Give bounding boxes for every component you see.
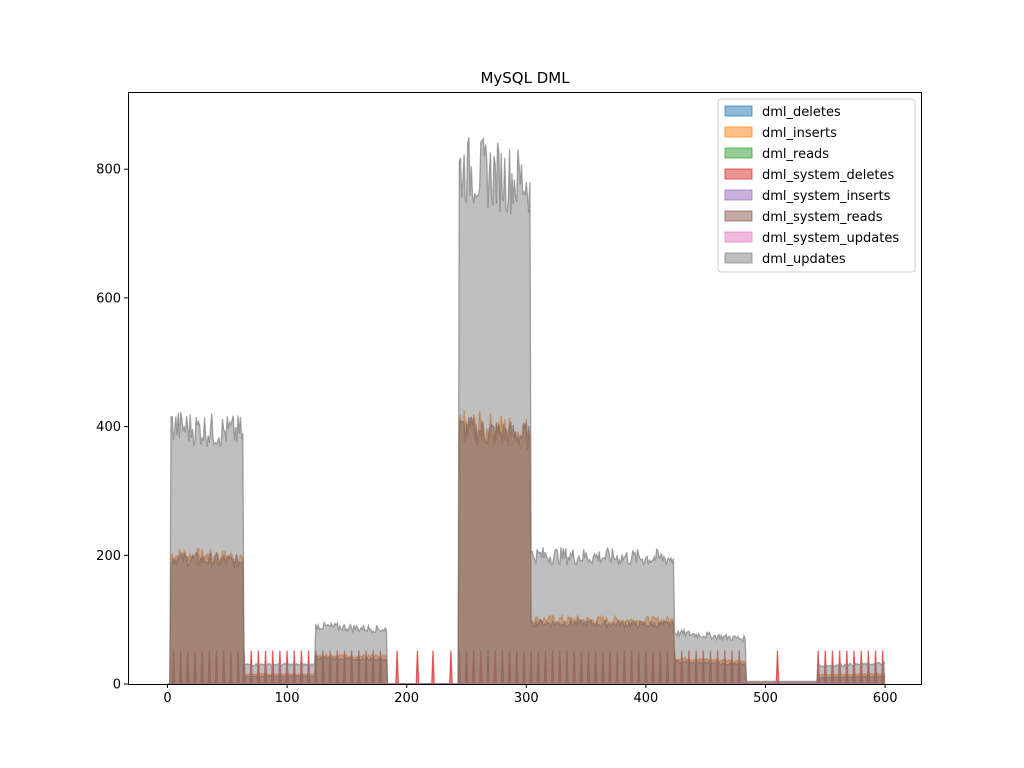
y-axis: 0 200 400 600 800 xyxy=(96,163,128,693)
legend-swatch-dml_system_updates xyxy=(724,231,753,243)
legend-swatch-dml_deletes xyxy=(724,105,753,117)
legend-swatch-dml_system_deletes xyxy=(724,168,753,180)
legend-box xyxy=(717,98,916,273)
y-tick-label-400: 400 xyxy=(96,420,121,435)
legend-swatch-dml_updates xyxy=(724,252,753,264)
legend-label-dml_inserts: dml_inserts xyxy=(762,126,837,141)
y-tick-label-200: 200 xyxy=(96,549,121,564)
plot-series xyxy=(167,136,886,685)
legend-label-dml_system_deletes: dml_system_deletes xyxy=(762,168,894,183)
y-tick-label-0: 0 xyxy=(113,678,121,693)
legend-swatch-dml_system_inserts xyxy=(724,189,753,201)
legend-swatch-dml_reads xyxy=(724,147,753,159)
x-tick-label-500: 500 xyxy=(753,691,778,706)
legend-label-dml_system_updates: dml_system_updates xyxy=(762,231,899,246)
x-axis: 0 100 200 300 400 500 600 xyxy=(163,684,898,706)
legend-label-dml_reads: dml_reads xyxy=(762,147,829,162)
legend-label-dml_system_inserts: dml_system_inserts xyxy=(762,189,891,204)
legend[interactable]: dml_deletes dml_inserts dml_reads dml_syste… xyxy=(717,98,916,273)
chart-title: MySQL DML xyxy=(480,69,570,87)
legend-label-dml_deletes: dml_deletes xyxy=(762,105,841,120)
x-tick-label-200: 200 xyxy=(394,691,419,706)
legend-swatch-dml_inserts xyxy=(724,126,753,138)
legend-label-dml_system_reads: dml_system_reads xyxy=(762,210,883,225)
plot-frame xyxy=(128,92,922,685)
x-tick-label-300: 300 xyxy=(514,691,539,706)
line-dml_updates xyxy=(167,136,886,685)
series-dml_updates xyxy=(167,136,886,685)
legend-swatch-dml_system_reads xyxy=(724,210,753,222)
area-dml_updates xyxy=(167,137,886,685)
x-tick-label-100: 100 xyxy=(275,691,300,706)
y-tick-label-600: 600 xyxy=(96,291,121,306)
y-tick-label-800: 800 xyxy=(96,163,121,178)
x-tick-label-400: 400 xyxy=(633,691,658,706)
x-tick-label-600: 600 xyxy=(873,691,898,706)
legend-label-dml_updates: dml_updates xyxy=(762,252,846,267)
x-tick-label-0: 0 xyxy=(163,691,171,706)
